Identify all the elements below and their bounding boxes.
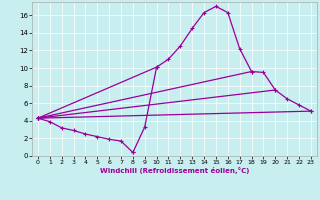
X-axis label: Windchill (Refroidissement éolien,°C): Windchill (Refroidissement éolien,°C) bbox=[100, 167, 249, 174]
